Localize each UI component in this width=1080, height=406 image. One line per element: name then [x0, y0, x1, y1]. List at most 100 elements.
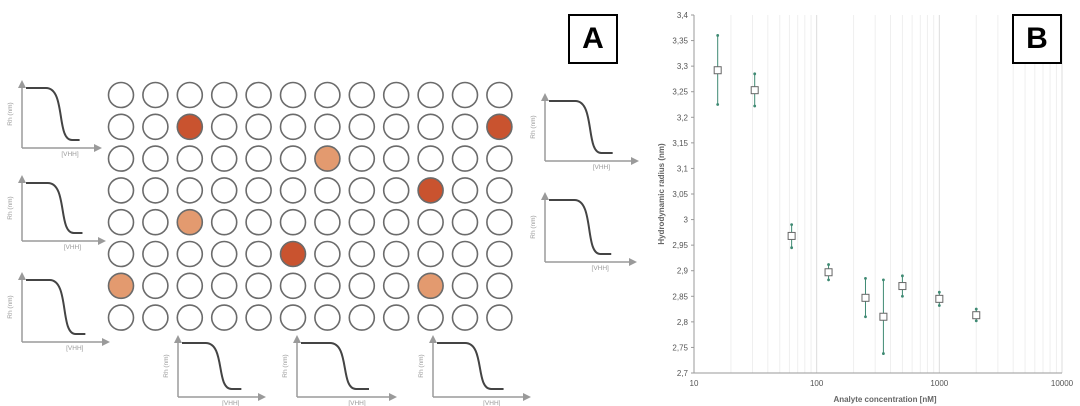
y-axis-title: Hydrodynamic radius (nm) [657, 143, 666, 245]
inset-x-label: [VHH] [593, 164, 611, 171]
plate-well [176, 272, 204, 300]
data-marker [972, 311, 981, 320]
plate-well [348, 304, 376, 331]
plate-well [451, 304, 479, 331]
inset-y-label: Rh (nm) [7, 196, 14, 219]
plate-well [382, 145, 410, 172]
plate-well [142, 177, 169, 204]
plate-well [451, 177, 479, 204]
error-bar-cap [882, 352, 885, 355]
plate-well [210, 177, 238, 204]
plate-well [314, 145, 341, 172]
plate-well [451, 208, 479, 236]
inset-y-label: Rh (nm) [530, 115, 537, 138]
error-bar-cap [901, 274, 904, 278]
inset-x-arrow [258, 393, 266, 401]
y-tick-label: 2,95 [672, 241, 688, 250]
binding-curve-inset: Rh (nm) [VHH] [530, 93, 639, 171]
plate-well [486, 113, 513, 141]
plate-well [176, 177, 204, 204]
plate-well [107, 304, 135, 331]
inset-sigmoid-curve [182, 342, 242, 390]
plate-well [314, 272, 341, 300]
error-bar-cap [864, 315, 867, 319]
inset-y-label: Rh (nm) [282, 354, 289, 377]
plate-well [279, 208, 307, 236]
inset-y-label: Rh (nm) [7, 102, 14, 125]
inset-x-arrow [98, 237, 106, 245]
plate-well [245, 208, 272, 236]
plate-well [486, 81, 513, 109]
plate-well [245, 304, 272, 331]
plate-well [279, 145, 307, 172]
plate-well [107, 113, 135, 141]
data-marker [879, 312, 888, 321]
y-tick-label: 3,05 [672, 190, 688, 199]
binding-curve-inset: Rh (nm) [VHH] [282, 335, 397, 406]
plate-well [451, 113, 479, 141]
y-tick-label: 3,25 [672, 88, 688, 97]
error-bar-cap [790, 246, 794, 250]
data-point [898, 274, 907, 298]
binding-curve-inset: Rh (nm) [VHH] [418, 335, 531, 406]
inset-sigmoid-curve [301, 342, 369, 390]
error-bar-cap [827, 278, 830, 282]
error-bar-cap [882, 278, 885, 282]
inset-x-arrow [629, 258, 637, 266]
plate-well [486, 145, 513, 172]
plate-well [279, 304, 307, 331]
plate-well [382, 304, 410, 331]
plate-well [486, 272, 513, 300]
plate-well [417, 208, 444, 236]
plate-well [348, 177, 376, 204]
error-bar-cap [937, 304, 941, 307]
plate-well [107, 81, 135, 109]
plate-well [210, 304, 238, 331]
plate-well [314, 177, 341, 204]
inset-sigmoid-curve [26, 279, 86, 335]
plate-well [142, 240, 169, 268]
plate-well [451, 272, 479, 300]
data-marker [787, 231, 796, 240]
inset-sigmoid-curve [549, 199, 612, 255]
inset-x-label: [VHH] [61, 151, 79, 158]
plate-well [176, 304, 204, 331]
plate-well [142, 272, 169, 300]
chart-axes: 2,7 2,75 2,8 2,85 2,9 2,95 3 3,05 3,1 3,15 3,2 3,25… [672, 11, 1073, 388]
plate-well [245, 177, 272, 204]
plate-well [107, 240, 135, 268]
plate-well [142, 81, 169, 109]
inset-x-label: [VHH] [592, 265, 610, 272]
error-bar-cap [716, 103, 720, 106]
plate-well [451, 81, 479, 109]
plate-well [348, 272, 376, 300]
y-tick-label: 3,1 [677, 164, 689, 173]
plate-well [107, 177, 135, 204]
plate-well [314, 208, 341, 236]
inset-x-arrow [523, 393, 531, 401]
data-point [972, 307, 981, 323]
plate-well [451, 145, 479, 172]
plate-well [486, 240, 513, 268]
y-tick-label: 2,7 [677, 369, 689, 378]
inset-y-arrow [293, 335, 301, 343]
y-tick-label: 2,9 [677, 267, 689, 276]
plate-well [210, 272, 238, 300]
y-tick-label: 3,3 [677, 62, 689, 71]
data-marker [750, 86, 759, 95]
chart-grid [693, 15, 1063, 373]
plate-well [417, 240, 444, 268]
plate-well [486, 208, 513, 236]
plate-well [417, 145, 444, 172]
plate-well [176, 240, 204, 268]
error-bar-cap [790, 223, 794, 227]
plate-well [417, 304, 444, 331]
inset-y-arrow [541, 93, 549, 101]
plate-well [382, 240, 410, 268]
plate-well [176, 208, 204, 236]
panel-label-b: B [1012, 14, 1062, 64]
inset-x-label: [VHH] [483, 400, 501, 406]
data-marker [898, 282, 907, 291]
data-point [787, 223, 796, 250]
binding-curve-inset: Rh (nm) [VHH] [163, 335, 266, 406]
